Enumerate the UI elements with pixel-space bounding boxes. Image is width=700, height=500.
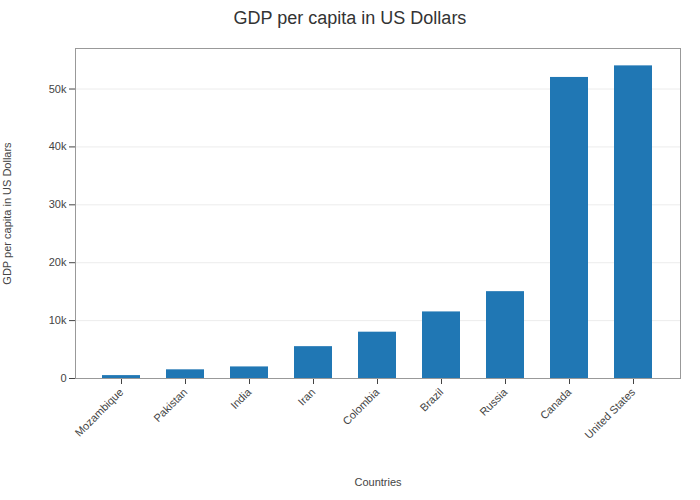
svg-text:United States: United States — [582, 385, 638, 441]
svg-text:30k: 30k — [49, 198, 67, 210]
svg-text:Colombia: Colombia — [340, 385, 382, 427]
svg-text:40k: 40k — [49, 140, 67, 152]
svg-text:10k: 10k — [49, 314, 67, 326]
svg-text:0: 0 — [60, 372, 66, 384]
svg-text:India: India — [228, 385, 254, 411]
html-text:GDP per capita in US Dollars: GDP per capita in US Dollars — [233, 8, 467, 28]
svg-text:Iran: Iran — [296, 386, 318, 408]
svg-text:Pakistan: Pakistan — [151, 386, 189, 424]
svg-text:Brazil: Brazil — [417, 386, 445, 414]
svg-text:20k: 20k — [49, 256, 67, 268]
svg-text:Countries: Countries — [354, 476, 402, 488]
svg-text:Russia: Russia — [477, 385, 510, 418]
svg-text:Canada: Canada — [538, 385, 574, 421]
svg-text:50k: 50k — [49, 83, 67, 95]
svg-text:GDP per capita in US Dollars: GDP per capita in US Dollars — [1, 142, 13, 285]
svg-text:Mozambique: Mozambique — [72, 386, 125, 439]
